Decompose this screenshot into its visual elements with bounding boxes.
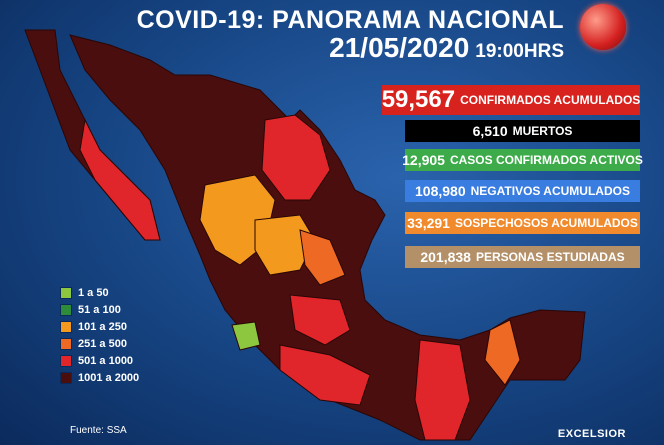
legend-item: 1001 a 2000 xyxy=(60,369,139,386)
legend-item: 1 a 50 xyxy=(60,284,139,301)
legend-swatch xyxy=(60,354,72,367)
legend-swatch xyxy=(60,371,72,384)
legend-swatch xyxy=(60,286,72,299)
stat-value: 59,567 xyxy=(381,86,456,113)
stat-box: 33,291 SOSPECHOSOS ACUMULADOS xyxy=(405,212,640,234)
legend-label: 251 a 500 xyxy=(78,337,127,350)
legend-item: 51 a 100 xyxy=(60,301,139,318)
stat-label: CASOS CONFIRMADOS ACTIVOS xyxy=(449,153,643,167)
source: Fuente: SSA xyxy=(70,425,127,436)
legend-label: 101 a 250 xyxy=(78,320,127,333)
stat-label: SOSPECHOSOS ACUMULADOS xyxy=(454,216,638,230)
stat-label: MUERTOS xyxy=(512,124,573,138)
stat-box: 108,980 NEGATIVOS ACUMULADOS xyxy=(405,180,640,202)
stat-label: CONFIRMADOS ACUMULADOS xyxy=(460,93,641,107)
stat-box: 59,567 CONFIRMADOS ACUMULADOS xyxy=(382,85,640,115)
stat-box: 201,838 PERSONAS ESTUDIADAS xyxy=(405,246,640,268)
brand: EXCELSIOR xyxy=(557,428,626,440)
title: COVID-19: PANORAMA NACIONAL xyxy=(136,6,564,34)
legend-label: 51 a 100 xyxy=(78,303,121,316)
legend-swatch xyxy=(60,320,72,333)
date-line: 21/05/2020 19:00HRS xyxy=(329,32,564,64)
legend-swatch xyxy=(60,303,72,316)
stat-label: NEGATIVOS ACUMULADOS xyxy=(470,184,630,198)
legend: 1 a 50 51 a 100 101 a 250 251 a 500 501 a 10… xyxy=(60,284,139,386)
legend-item: 251 a 500 xyxy=(60,335,139,352)
date: 21/05/2020 xyxy=(329,32,470,63)
stat-box: 6,510 MUERTOS xyxy=(405,120,640,142)
legend-item: 501 a 1000 xyxy=(60,352,139,369)
stat-value: 12,905 xyxy=(402,152,445,168)
stat-value: 201,838 xyxy=(420,249,471,265)
stat-value: 33,291 xyxy=(407,215,450,231)
globe-icon xyxy=(580,4,626,50)
legend-swatch xyxy=(60,337,72,350)
stat-box: 12,905 CASOS CONFIRMADOS ACTIVOS xyxy=(402,149,643,171)
stat-label: PERSONAS ESTUDIADAS xyxy=(475,250,625,264)
stat-value: 6,510 xyxy=(472,123,508,139)
legend-label: 1 a 50 xyxy=(78,286,109,299)
legend-label: 501 a 1000 xyxy=(78,354,134,367)
legend-label: 1001 a 2000 xyxy=(78,371,140,384)
legend-item: 101 a 250 xyxy=(60,318,139,335)
time: 19:00HRS xyxy=(475,41,564,62)
stat-value: 108,980 xyxy=(415,183,466,199)
